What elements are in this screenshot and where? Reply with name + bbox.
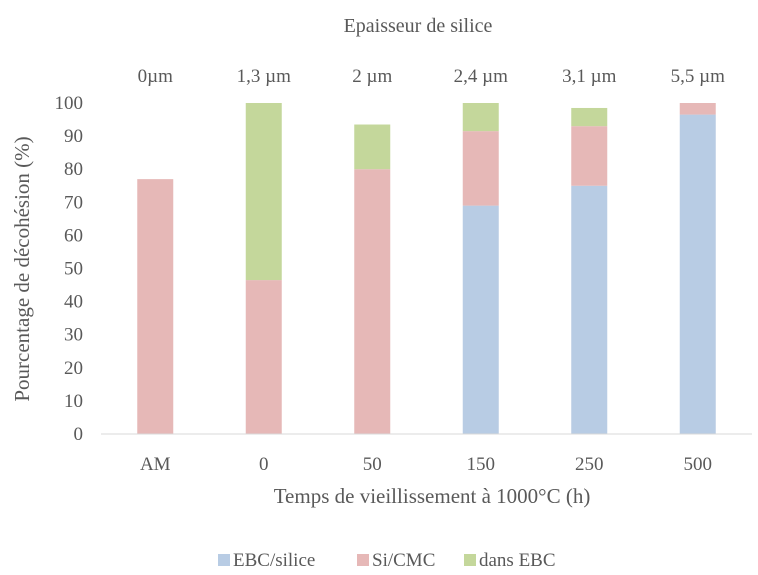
bar-segment-si-cmc-1 — [245, 280, 282, 434]
bar-segment-ebc-silice-3 — [462, 205, 499, 434]
bar-segment-si-cmc-2 — [354, 169, 391, 434]
bar-segment-si-cmc-4 — [571, 126, 608, 186]
x-tick-label: 250 — [575, 454, 604, 475]
y-tick-label: 100 — [55, 93, 84, 114]
thickness-label: 2 µm — [352, 66, 392, 87]
x-tick-label: 150 — [467, 454, 496, 475]
y-tick-label: 10 — [64, 391, 83, 412]
y-tick-label: 30 — [64, 325, 83, 346]
x-axis-ticks: AM 0 50 150 250 500 — [140, 454, 712, 475]
bar-segment-si-cmc-0 — [137, 179, 174, 434]
legend-label: EBC/silice — [233, 550, 315, 571]
bar-segment-si-cmc-5 — [679, 103, 716, 115]
bar-segment-si-cmc-3 — [462, 131, 499, 206]
legend-swatch — [464, 554, 476, 566]
bars — [137, 103, 716, 435]
y-tick-label: 80 — [64, 159, 83, 180]
y-axis: 0 10 20 30 40 50 60 70 80 90 100 — [55, 93, 84, 445]
y-tick-label: 0 — [74, 424, 84, 445]
y-tick-label: 90 — [64, 126, 83, 147]
legend-label: Si/CMC — [372, 550, 435, 571]
thickness-label: 0µm — [138, 66, 173, 87]
thickness-label: 1,3 µm — [237, 66, 291, 87]
thickness-label: 2,4 µm — [454, 66, 508, 87]
bar-segment-dans-ebc-2 — [354, 124, 391, 170]
y-tick-label: 70 — [64, 192, 83, 213]
legend-swatch — [218, 554, 230, 566]
y-axis-label: Pourcentage de décohésion (%) — [10, 136, 34, 401]
bar-segment-dans-ebc-4 — [571, 107, 608, 127]
x-tick-label: AM — [140, 454, 171, 475]
y-tick-label: 50 — [64, 259, 83, 280]
x-axis-label: Temps de vieillissement à 1000°C (h) — [274, 484, 591, 508]
y-tick-label: 20 — [64, 358, 83, 379]
legend-label: dans EBC — [479, 550, 556, 571]
x-tick-label: 50 — [363, 454, 382, 475]
legend: EBC/silice Si/CMC dans EBC — [218, 550, 556, 571]
thickness-label: 5,5 µm — [671, 66, 725, 87]
legend-swatch — [357, 554, 369, 566]
y-tick-label: 40 — [64, 292, 83, 313]
y-tick-label: 60 — [64, 225, 83, 246]
bar-segment-ebc-silice-5 — [679, 114, 716, 435]
bar-segment-ebc-silice-4 — [571, 185, 608, 434]
bar-segment-dans-ebc-3 — [462, 103, 499, 132]
bar-segment-dans-ebc-1 — [245, 103, 282, 281]
x-tick-label: 0 — [259, 454, 269, 475]
chart-title: Epaisseur de silice — [344, 15, 493, 37]
thickness-label: 3,1 µm — [562, 66, 616, 87]
top-labels: 0µm 1,3 µm 2 µm 2,4 µm 3,1 µm 5,5 µm — [138, 66, 725, 87]
x-tick-label: 500 — [684, 454, 713, 475]
